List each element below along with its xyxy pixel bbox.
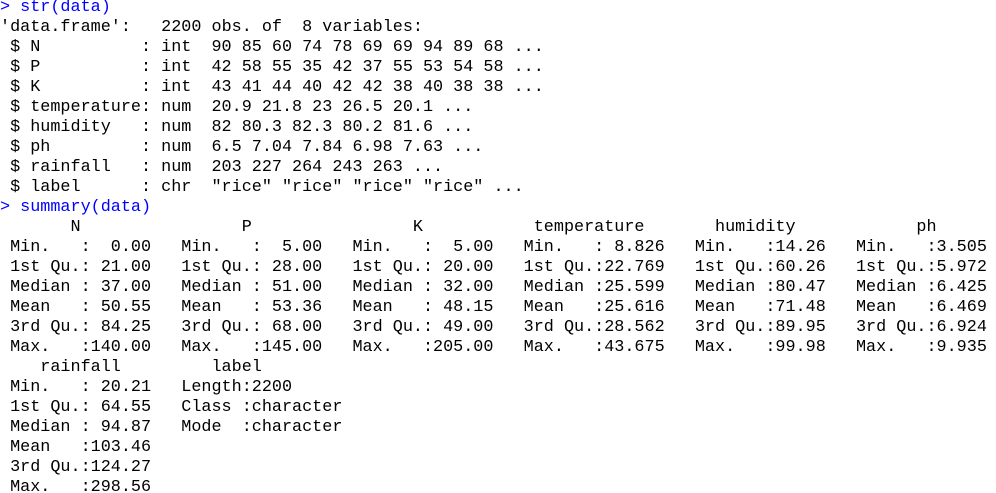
str-variable-line: $ N : int 90 85 60 74 78 69 69 94 89 68 … [0, 38, 544, 57]
str-variable-line: $ K : int 43 41 44 40 42 42 38 40 38 38 … [0, 78, 544, 97]
console-command-line: > str(data) [0, 0, 111, 17]
summary-stat-line: Median : 94.87 Mode :character [0, 418, 363, 437]
summary-header-line: N P K temperature humidity ph [0, 218, 996, 237]
str-header-line: 'data.frame': 2200 obs. of 8 variables: [0, 18, 423, 37]
summary-stat-line: Min. : 0.00 Min. : 5.00 Min. : 5.00 Min.… [0, 238, 996, 257]
summary-stat-line: Max. :140.00 Max. :145.00 Max. :205.00 M… [0, 338, 996, 357]
summary-stat-line: Min. : 20.21 Length:2200 [0, 378, 363, 397]
str-variable-line: $ ph : num 6.5 7.04 7.84 6.98 7.63 ... [0, 138, 484, 157]
summary-stat-line: 3rd Qu.:124.27 [0, 458, 363, 477]
console-command-line: > summary(data) [0, 198, 152, 217]
summary-stat-line: Median : 37.00 Median : 51.00 Median : 3… [0, 278, 996, 297]
summary-stat-line: 1st Qu.: 21.00 1st Qu.: 28.00 1st Qu.: 2… [0, 258, 996, 277]
str-variable-line: $ humidity : num 82 80.3 82.3 80.2 81.6 … [0, 118, 474, 137]
summary-stat-line: Mean :103.46 [0, 438, 363, 457]
str-variable-line: $ label : chr "rice" "rice" "rice" "rice… [0, 178, 524, 197]
summary-stat-line: 1st Qu.: 64.55 Class :character [0, 398, 363, 417]
str-variable-line: $ rainfall : num 203 227 264 243 263 ... [0, 158, 444, 177]
summary-header-line: rainfall label [0, 358, 363, 377]
summary-stat-line: 3rd Qu.: 84.25 3rd Qu.: 68.00 3rd Qu.: 4… [0, 318, 996, 337]
summary-stat-line: Max. :298.56 [0, 478, 363, 493]
str-variable-line: $ P : int 42 58 55 35 42 37 55 53 54 58 … [0, 58, 544, 77]
str-variable-line: $ temperature: num 20.9 21.8 23 26.5 20.… [0, 98, 474, 117]
summary-stat-line: Mean : 50.55 Mean : 53.36 Mean : 48.15 M… [0, 298, 996, 317]
